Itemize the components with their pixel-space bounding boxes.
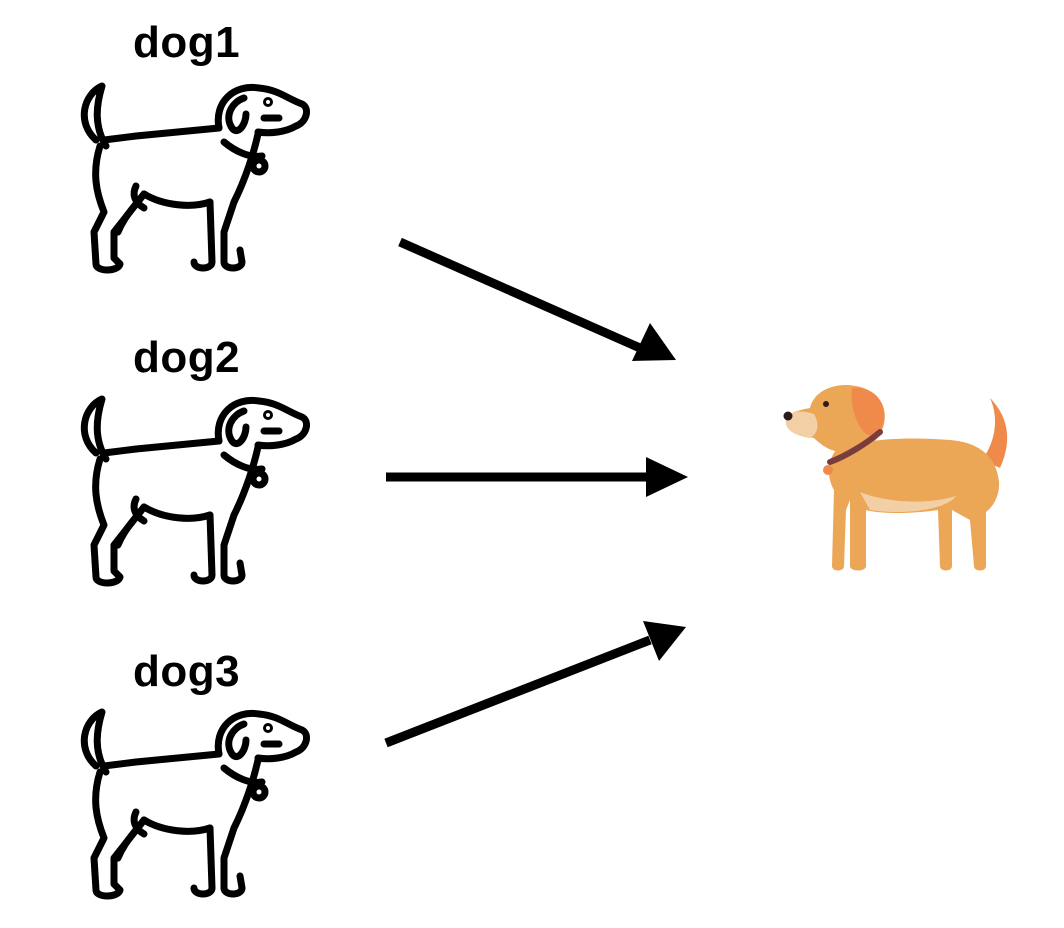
dog3-icon [84,712,306,896]
dog1-icon [84,86,306,270]
dog2-label: dog2 [133,333,241,382]
target-dog-icon [784,385,1008,571]
dog3-label: dog3 [133,647,241,696]
arrow-dog1-to-target [398,237,676,361]
arrow-dog3-to-target [384,621,686,748]
dog1-label: dog1 [133,18,241,67]
dog2-icon [84,399,306,583]
arrow-dog2-to-target [386,457,688,497]
